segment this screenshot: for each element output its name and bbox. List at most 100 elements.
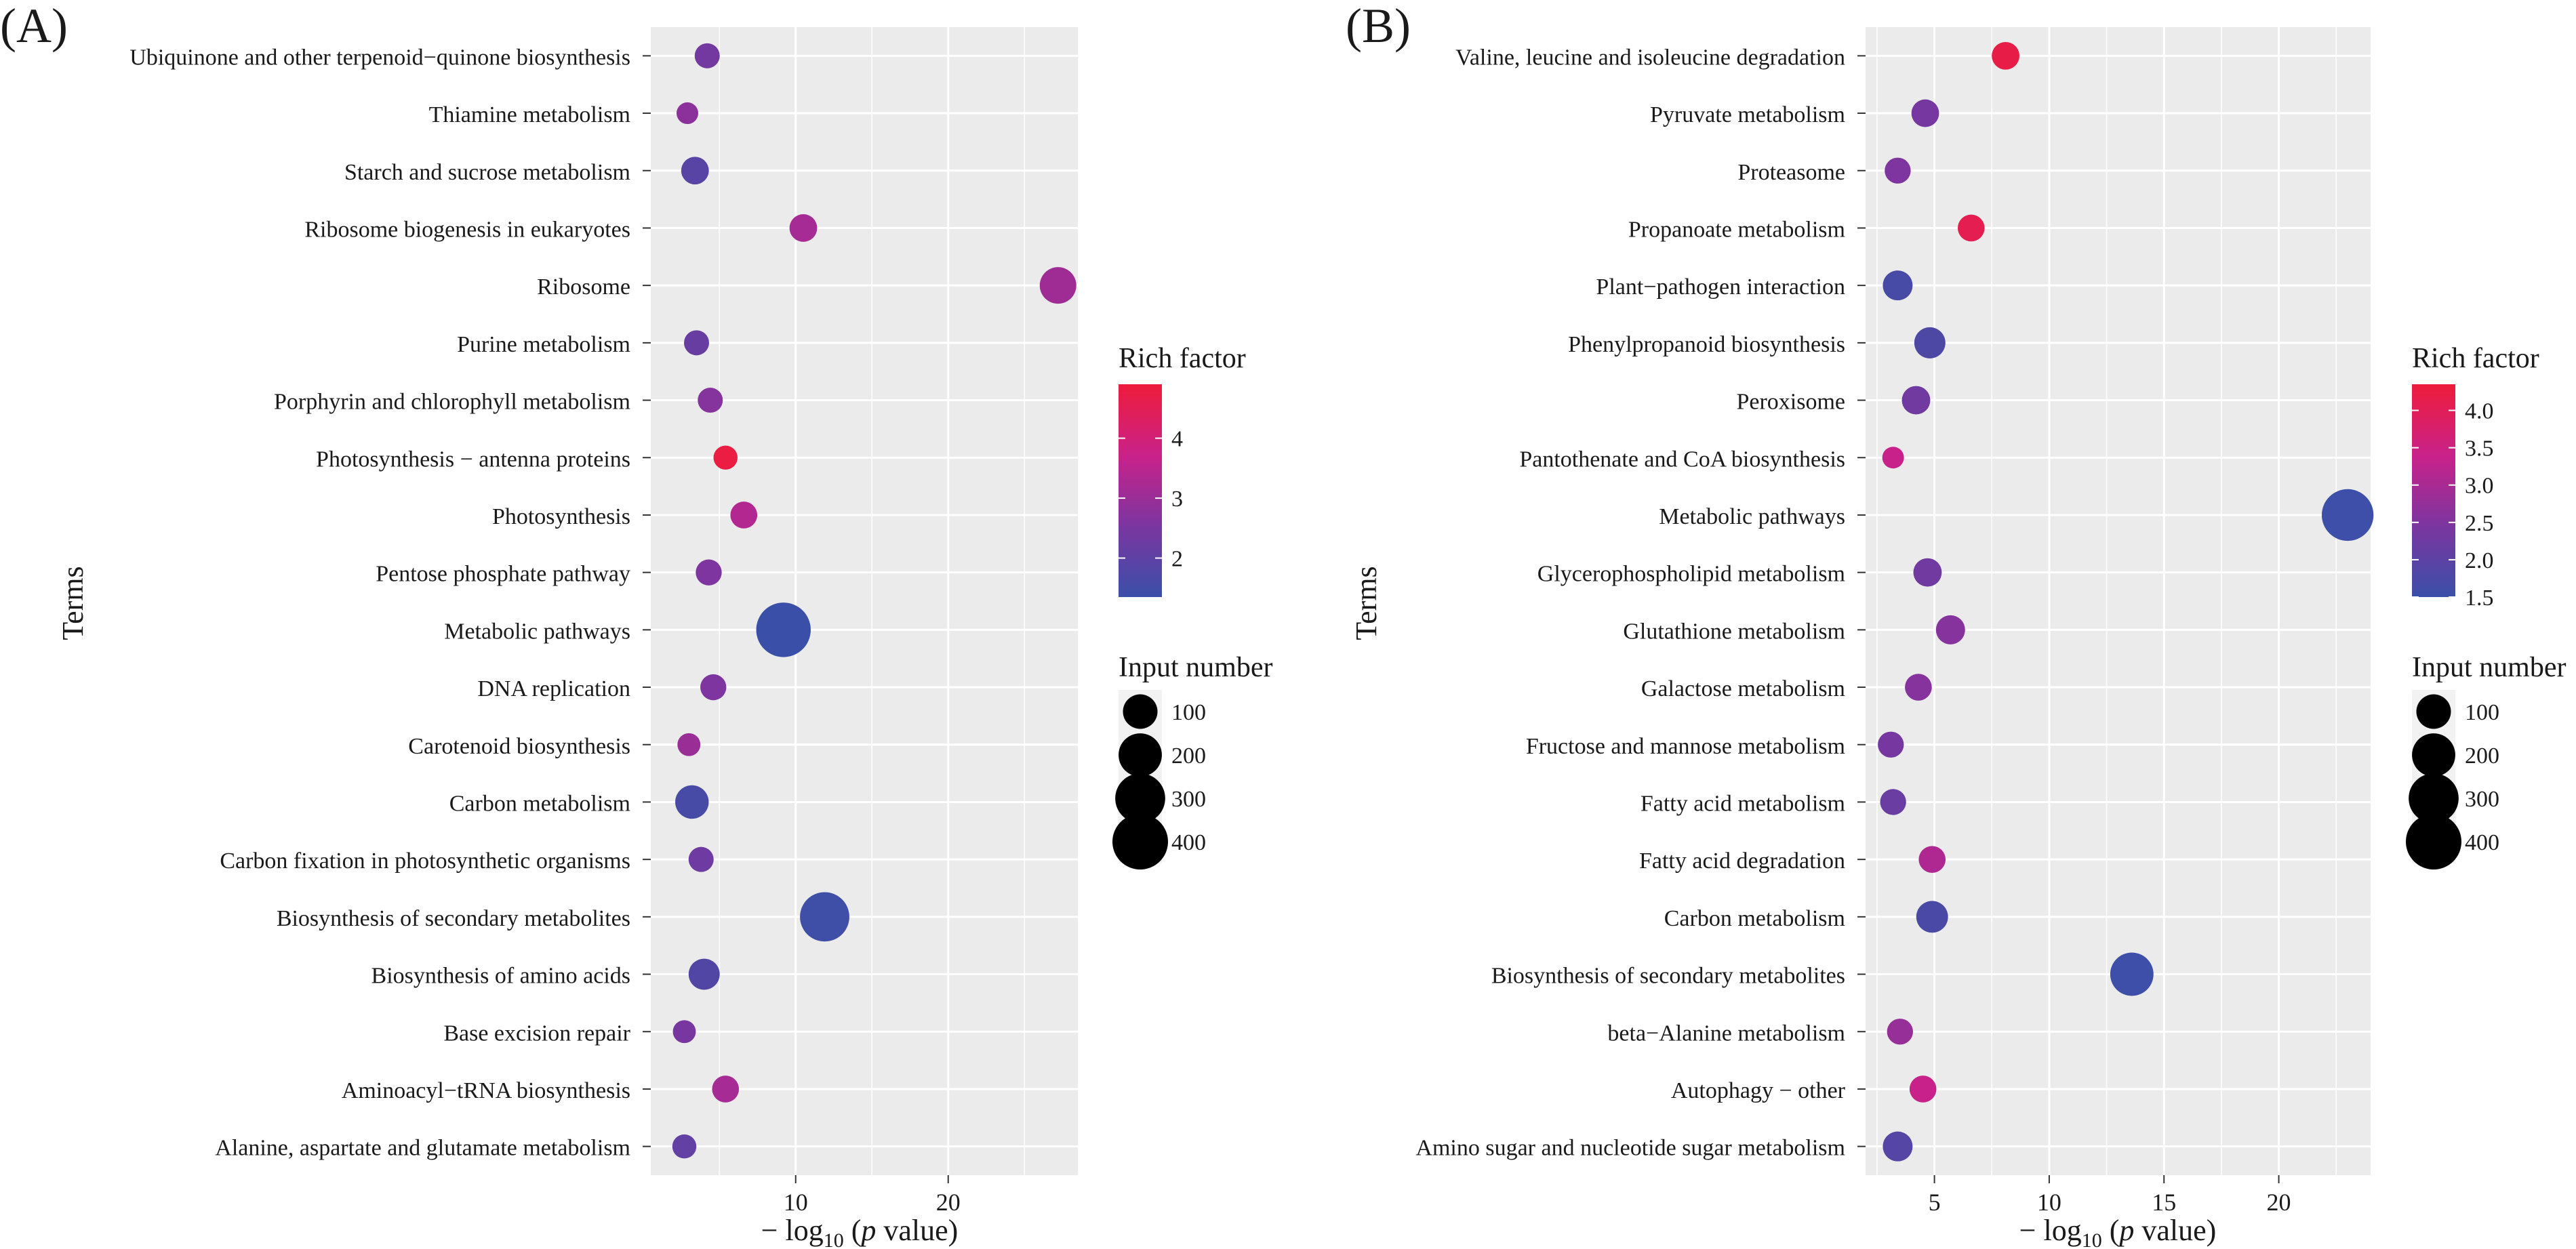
data-point [676, 102, 699, 125]
data-point [1883, 1131, 1913, 1162]
y-tick-label: Alanine, aspartate and glutamate metabol… [215, 1136, 630, 1161]
size-key-label: 100 [2465, 700, 2499, 725]
data-point [1918, 846, 1946, 873]
size-key-dot [1115, 773, 1165, 823]
colorbar-tick-label: 2.5 [2465, 511, 2494, 536]
y-tick-label: Thiamine metabolism [429, 102, 630, 127]
y-tick-label: Carbon metabolism [449, 791, 630, 816]
data-point [688, 846, 714, 872]
colorbar-tick-label: 1.5 [2465, 586, 2494, 611]
plot-background [651, 27, 1078, 1175]
data-point [756, 602, 811, 657]
vertical-gridlines [1876, 27, 2337, 1175]
size-keys: 100 200 300 400 [2406, 690, 2499, 869]
x-tick-label: 15 [2152, 1189, 2176, 1216]
data-points [1878, 41, 2374, 1162]
y-tick-label: Pyruvate metabolism [1650, 102, 1845, 127]
legend-title: Input number [1119, 652, 1272, 683]
data-point [1901, 386, 1931, 415]
colorbar-tick-label: 2 [1171, 547, 1183, 572]
size-key-label: 100 [1171, 700, 1206, 725]
data-point [700, 674, 727, 701]
x-tick-label: 10 [784, 1189, 808, 1216]
data-point [1885, 157, 1911, 184]
y-axis-title: Terms [56, 566, 89, 640]
colorbar-tick-label: 4.0 [2465, 399, 2494, 424]
plot-background [1866, 27, 2371, 1175]
data-point [800, 892, 849, 942]
colorbar [2412, 384, 2455, 597]
y-tick-label: Peroxisome [1736, 390, 1845, 415]
y-tick-label: Biosynthesis of secondary metabolites [1491, 964, 1845, 989]
y-tick-label: Ubiquinone and other terpenoid−quinone b… [129, 45, 630, 70]
legend-title: Rich factor [1119, 343, 1246, 374]
y-tick-label: Starch and sucrose metabolism [344, 160, 630, 185]
y-ticks [1857, 55, 1866, 1147]
y-tick-label: Biosynthesis of amino acids [371, 964, 630, 989]
size-key-dot [1112, 814, 1168, 869]
data-point [698, 388, 723, 413]
x-axis-title: − log10 (p value) [2019, 1214, 2217, 1249]
data-point [1914, 327, 1946, 359]
colorbar-tick-label: 3 [1171, 487, 1183, 512]
y-tick-label: Ribosome [537, 274, 630, 300]
data-point [1957, 214, 1985, 242]
data-point [688, 958, 720, 990]
size-key-dot [2412, 733, 2455, 777]
y-tick-label: Plant−pathogen interaction [1596, 274, 1845, 300]
x-tick-label: 5 [1929, 1189, 1941, 1216]
colorbar-tick-label: 2.0 [2465, 548, 2494, 573]
size-key-dot [2409, 773, 2459, 823]
y-tick-label: Amino sugar and nucleotide sugar metabol… [1415, 1136, 1845, 1161]
y-tick-label: Biosynthesis of secondary metabolites [277, 906, 630, 931]
data-point [730, 501, 758, 529]
rich-factor-legend: Rich factor 1.5 2.0 2.5 3.0 3.5 4.0 [2412, 343, 2539, 611]
data-point [2110, 952, 2154, 996]
data-point [712, 1076, 740, 1103]
x-axis-title-open: ( [844, 1214, 862, 1247]
y-tick-label: Carbon metabolism [1664, 906, 1845, 931]
x-axis-title-close: value) [876, 1214, 958, 1247]
data-point [1882, 447, 1904, 469]
y-ticks [643, 55, 651, 1147]
x-tick-label: 20 [2267, 1189, 2291, 1216]
x-tick-labels: 5 10 15 20 [1929, 1175, 2291, 1216]
y-tick-label: Photosynthesis [492, 504, 630, 529]
y-tick-label: Purine metabolism [457, 332, 630, 357]
data-point [684, 330, 709, 356]
y-tick-label: Glycerophospholipid metabolism [1537, 562, 1845, 587]
colorbar [1119, 384, 1162, 597]
size-key-label: 400 [2465, 830, 2499, 855]
colorbar-ticks: 1.5 2.0 2.5 3.0 3.5 4.0 [2412, 399, 2494, 611]
x-axis-title-sub: 10 [824, 1229, 844, 1249]
y-tick-label: Carotenoid biosynthesis [408, 734, 630, 759]
data-point [1992, 41, 2019, 70]
size-key-dot [2416, 694, 2451, 729]
data-point [1911, 99, 1939, 127]
y-tick-labels: Valine, leucine and isoleucine degradati… [1415, 45, 1845, 1160]
panel-b: (B) Valine, leucine and isoleucine degra… [1346, 0, 2566, 1249]
data-point [713, 445, 738, 470]
data-point [694, 43, 720, 68]
data-point [1935, 615, 1965, 644]
rich-factor-legend: Rich factor 2 3 4 [1119, 343, 1246, 597]
x-axis-title-close: value) [2134, 1214, 2216, 1247]
input-number-legend: Input number 100 200 300 400 [1112, 652, 1272, 869]
y-tick-label: Carbon fixation in photosynthetic organi… [220, 848, 630, 874]
x-tick-label: 10 [2037, 1189, 2061, 1216]
y-tick-label: Propanoate metabolism [1628, 217, 1845, 242]
size-key-dot [1119, 733, 1162, 777]
x-axis-title-prefix: − log [2019, 1214, 2082, 1247]
size-key-label: 300 [2465, 787, 2499, 812]
colorbar-tick-label: 4 [1171, 427, 1183, 452]
data-point [1883, 270, 1913, 301]
colorbar-tick-label: 3.5 [2465, 436, 2494, 462]
y-tick-label: Photosynthesis − antenna proteins [316, 447, 630, 472]
data-point [681, 157, 709, 185]
colorbar-tick-label: 3.0 [2465, 474, 2494, 499]
data-point [672, 1020, 696, 1044]
data-points [672, 43, 1076, 1159]
y-tick-label: Autophagy − other [1671, 1078, 1846, 1103]
data-point [1905, 674, 1932, 701]
